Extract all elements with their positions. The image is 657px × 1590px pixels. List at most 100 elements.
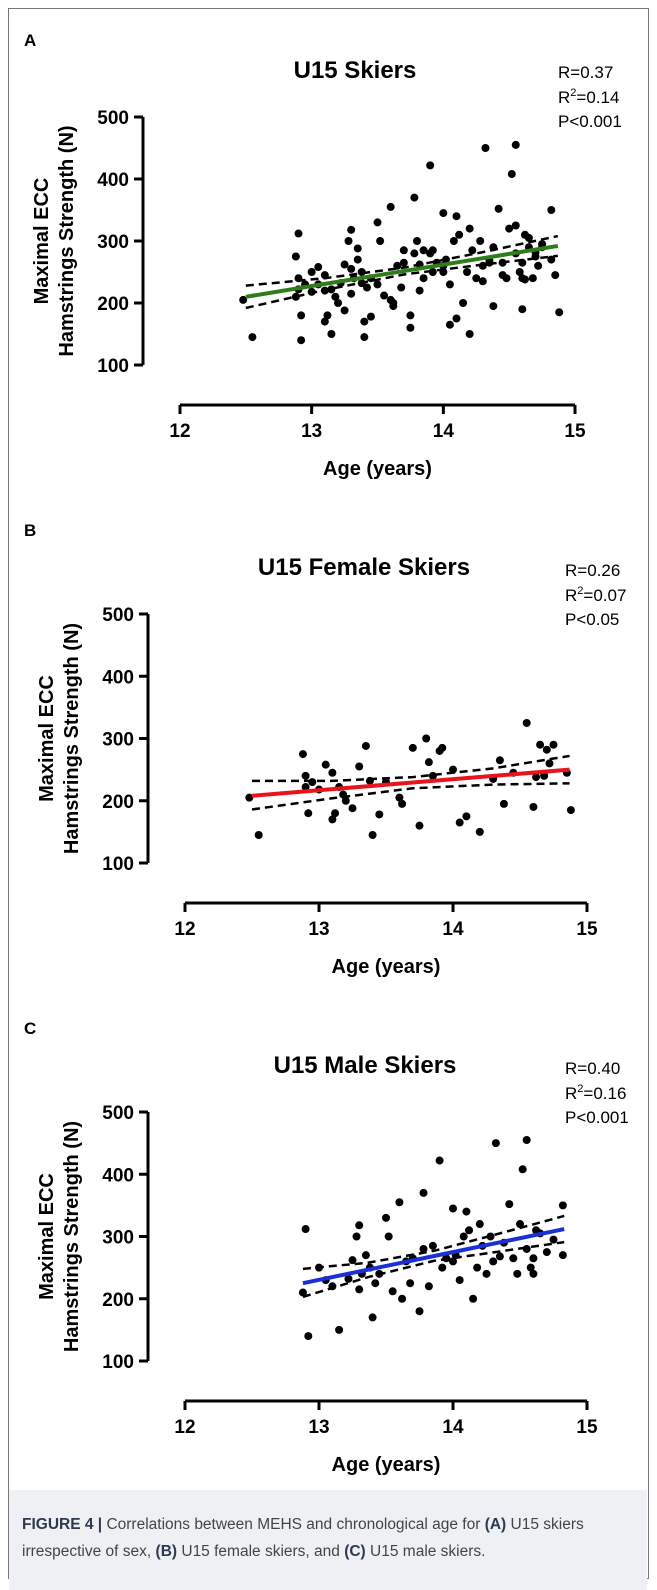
data-point bbox=[422, 734, 431, 743]
data-point bbox=[507, 170, 516, 179]
data-point bbox=[340, 306, 349, 315]
data-point bbox=[415, 286, 424, 295]
data-point bbox=[465, 330, 474, 338]
data-point bbox=[291, 252, 300, 261]
data-point bbox=[522, 1136, 531, 1145]
data-point bbox=[376, 237, 385, 245]
stat-r: R=0.37 bbox=[558, 63, 613, 82]
data-point bbox=[438, 1263, 447, 1272]
data-point bbox=[415, 821, 424, 830]
data-point bbox=[465, 224, 474, 233]
panel-label: C bbox=[24, 1019, 36, 1038]
data-point bbox=[301, 783, 310, 792]
panel-label: B bbox=[24, 521, 36, 540]
data-point bbox=[495, 1252, 504, 1261]
data-point bbox=[489, 1257, 498, 1266]
data-point bbox=[371, 1279, 380, 1288]
data-point bbox=[406, 311, 415, 320]
data-point bbox=[321, 760, 330, 769]
caption: FIGURE 4 | Correlations between MEHS and… bbox=[9, 1490, 647, 1590]
y-tick-label: 400 bbox=[97, 170, 129, 191]
data-point bbox=[373, 280, 382, 289]
chart-title: U15 Male Skiers bbox=[274, 1052, 457, 1079]
data-point bbox=[426, 161, 435, 170]
data-point bbox=[551, 271, 560, 280]
y-tick-label: 300 bbox=[97, 232, 129, 253]
caption-part: U15 male skiers. bbox=[365, 1543, 486, 1560]
y-axis-label: Hamstrings Strength (N) bbox=[61, 1121, 83, 1352]
data-point bbox=[529, 1269, 538, 1278]
data-point bbox=[327, 330, 336, 338]
y-axis-label: Maximal ECC bbox=[36, 675, 58, 802]
data-point bbox=[408, 743, 417, 752]
stat-r2-value: =0.16 bbox=[583, 1084, 626, 1103]
data-point bbox=[476, 237, 485, 245]
data-point bbox=[388, 1287, 397, 1296]
y-tick-label: 500 bbox=[102, 1103, 134, 1124]
y-tick-label: 400 bbox=[102, 667, 134, 688]
data-point bbox=[482, 1269, 491, 1278]
data-point bbox=[301, 1225, 310, 1234]
data-point bbox=[328, 768, 337, 777]
data-point bbox=[361, 741, 370, 750]
stat-r2-exponent: 2 bbox=[577, 585, 583, 597]
data-point bbox=[373, 218, 382, 227]
data-point bbox=[538, 240, 547, 249]
data-point bbox=[468, 246, 477, 255]
x-axis-label: Age (years) bbox=[332, 1454, 441, 1476]
data-point bbox=[344, 1274, 353, 1283]
data-point bbox=[419, 274, 428, 283]
caption-part: (B) bbox=[155, 1543, 178, 1560]
caption-part: (C) bbox=[344, 1543, 366, 1560]
data-point bbox=[549, 1235, 558, 1244]
stat-r2-symbol: R bbox=[558, 88, 570, 107]
data-point bbox=[410, 249, 419, 258]
data-point bbox=[424, 758, 433, 767]
y-tick-label: 200 bbox=[97, 294, 129, 315]
data-point bbox=[518, 274, 527, 283]
data-point bbox=[516, 1220, 524, 1229]
data-point bbox=[486, 1232, 495, 1241]
data-point bbox=[435, 1156, 444, 1165]
data-point bbox=[248, 333, 257, 342]
data-point bbox=[472, 274, 481, 283]
data-point bbox=[301, 771, 310, 780]
data-point bbox=[334, 299, 342, 307]
data-point bbox=[424, 1282, 433, 1291]
panel-label: A bbox=[24, 31, 36, 50]
data-point bbox=[438, 743, 447, 752]
data-point bbox=[335, 1325, 344, 1334]
data-point bbox=[395, 1198, 404, 1207]
data-point bbox=[558, 1251, 567, 1260]
stat-r2-symbol: R bbox=[565, 586, 577, 605]
data-point bbox=[449, 765, 457, 774]
y-tick-label: 300 bbox=[102, 1228, 134, 1249]
data-point bbox=[542, 1248, 551, 1257]
caption-part: FIGURE 4 | bbox=[22, 1516, 103, 1533]
data-point bbox=[518, 305, 527, 314]
data-point bbox=[419, 246, 428, 255]
data-point bbox=[413, 237, 421, 245]
data-point bbox=[368, 1313, 377, 1322]
data-point bbox=[445, 280, 454, 289]
y-axis-label: Maximal ECC bbox=[36, 1173, 58, 1300]
chart-title: U15 Female Skiers bbox=[258, 554, 470, 581]
data-point bbox=[455, 230, 464, 239]
data-point bbox=[355, 762, 364, 771]
data-point bbox=[505, 224, 514, 233]
data-point bbox=[328, 815, 337, 824]
data-point bbox=[347, 264, 356, 273]
data-point bbox=[352, 1232, 361, 1241]
data-point bbox=[475, 1220, 484, 1229]
y-tick-label: 200 bbox=[102, 792, 134, 813]
caption-part: Correlations between MEHS and chronologi… bbox=[102, 1516, 485, 1533]
data-point bbox=[455, 1276, 464, 1285]
data-point bbox=[465, 1226, 474, 1235]
stat-r2-value: =0.14 bbox=[576, 88, 619, 107]
data-point bbox=[473, 1263, 482, 1272]
data-point bbox=[355, 1285, 364, 1294]
ci-lower bbox=[245, 254, 559, 310]
data-point bbox=[462, 1207, 471, 1216]
stat-r: R=0.40 bbox=[565, 1059, 620, 1078]
